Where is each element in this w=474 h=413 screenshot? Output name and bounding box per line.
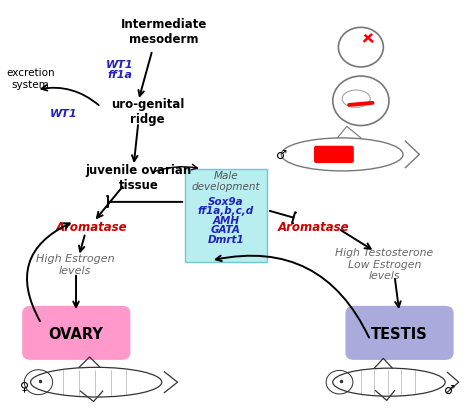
Text: Dmrt1: Dmrt1	[208, 234, 244, 244]
FancyBboxPatch shape	[185, 169, 267, 262]
Text: ff1a,b,c,d: ff1a,b,c,d	[198, 206, 254, 216]
Text: TESTIS: TESTIS	[371, 326, 428, 341]
Text: uro-genital
ridge: uro-genital ridge	[111, 98, 184, 126]
Text: juvenile ovarian
tissue: juvenile ovarian tissue	[85, 164, 191, 192]
Text: AMH: AMH	[212, 215, 239, 225]
Text: High Estrogen
levels: High Estrogen levels	[36, 253, 114, 275]
FancyBboxPatch shape	[346, 306, 454, 360]
Text: OVARY: OVARY	[48, 326, 103, 341]
Text: High Testosterone
Low Estrogen
levels: High Testosterone Low Estrogen levels	[335, 247, 433, 281]
Text: Aromatase: Aromatase	[55, 221, 128, 234]
Text: ff1a: ff1a	[107, 70, 132, 80]
Text: excretion
system: excretion system	[6, 68, 55, 90]
Text: Male
development: Male development	[191, 170, 260, 192]
Text: Intermediate
mesoderm: Intermediate mesoderm	[121, 18, 207, 45]
Text: GATA: GATA	[211, 225, 241, 235]
Text: ♂: ♂	[275, 149, 287, 161]
Text: ♀: ♀	[20, 379, 29, 392]
Text: Aromatase: Aromatase	[278, 221, 350, 234]
Text: WT1: WT1	[106, 59, 133, 69]
Text: WT1: WT1	[50, 109, 77, 119]
Text: ♂: ♂	[444, 383, 456, 396]
FancyBboxPatch shape	[314, 146, 354, 164]
Text: Sox9a: Sox9a	[208, 196, 244, 206]
FancyBboxPatch shape	[22, 306, 130, 360]
